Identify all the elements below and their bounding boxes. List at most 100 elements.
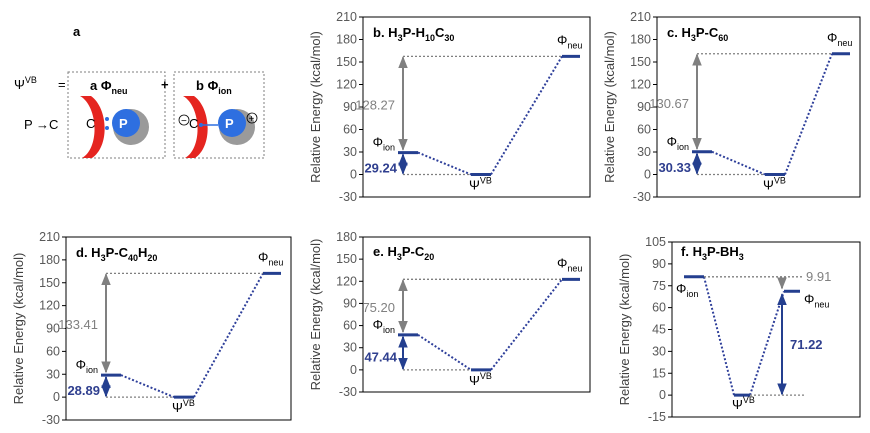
carbon-label-ionic: C bbox=[189, 116, 198, 131]
y-tick-label: 0 bbox=[350, 168, 357, 182]
panel-title: f. H3P-BH3 bbox=[681, 244, 744, 262]
connector-ion-vb bbox=[703, 276, 735, 396]
minus-charge-icon bbox=[178, 114, 190, 126]
coef-b-phi-ion: b Φion bbox=[196, 78, 232, 96]
plot-frame bbox=[362, 16, 591, 198]
carbon-surface-neutral bbox=[80, 96, 105, 158]
y-tick-label: 210 bbox=[39, 230, 60, 244]
y-tick-label: 30 bbox=[652, 344, 666, 358]
connector-ion-vb bbox=[417, 151, 472, 176]
y-tick-label: -30 bbox=[339, 385, 357, 399]
y-tick-label: -30 bbox=[633, 190, 651, 204]
y-tick-label: 150 bbox=[336, 252, 357, 266]
connector-vb-neu bbox=[193, 272, 264, 398]
neu-value: 71.22 bbox=[790, 337, 823, 352]
y-tick-label: 0 bbox=[644, 168, 651, 182]
connector-vb-neu bbox=[490, 55, 563, 176]
ion-value: 29.24 bbox=[364, 161, 397, 176]
bond-label: P →C bbox=[24, 117, 58, 132]
y-tick-label: 45 bbox=[652, 323, 666, 337]
psi-vb-label: ΨVB bbox=[469, 176, 492, 193]
phi-neu-label: Φneu bbox=[557, 255, 582, 273]
y-tick-label: 180 bbox=[336, 230, 357, 244]
phi-ion-label: Φion bbox=[373, 317, 395, 335]
plus-charge-icon bbox=[246, 112, 258, 124]
ion-value: 47.44 bbox=[364, 349, 397, 364]
y-tick-label: 210 bbox=[336, 10, 357, 24]
y-tick-label: 180 bbox=[630, 33, 651, 47]
connector-ion-vb bbox=[120, 374, 175, 399]
panel-c-chart: -30 0 30 60 90 120 150 180 210 Relative Energy (k… bbox=[602, 10, 861, 204]
phosphorus-label-neutral: P bbox=[119, 116, 128, 131]
y-axis-label: Relative Energy (kcal/mol) bbox=[617, 254, 632, 406]
carbon-label-neutral: C bbox=[86, 116, 95, 131]
gap-value: 133.41 bbox=[58, 317, 98, 332]
panel-title: e. H3P-C20 bbox=[373, 244, 434, 262]
plot-frame bbox=[362, 236, 591, 393]
phosphorus-label-ionic: P bbox=[225, 116, 234, 131]
y-tick-label: 120 bbox=[39, 299, 60, 313]
y-tick-label: -30 bbox=[42, 413, 60, 427]
psi-vb-label: ΨVB bbox=[469, 371, 492, 388]
panel-a-schematic: a ΨVB = a Φneu + b Φion P →C C P − C P + bbox=[14, 24, 265, 159]
panel-title: c. H3P-C60 bbox=[667, 25, 728, 43]
y-tick-label: 0 bbox=[53, 390, 60, 404]
electron-dot bbox=[105, 117, 109, 121]
carbon-surface-ionic bbox=[183, 96, 208, 158]
psi-vb-label: ΨVB bbox=[172, 398, 195, 415]
y-tick-label: 75 bbox=[652, 279, 666, 293]
y-tick-label: 90 bbox=[343, 296, 357, 310]
gap-value: 9.91 bbox=[806, 269, 831, 284]
y-tick-label: 30 bbox=[343, 341, 357, 355]
ion-value: 30.33 bbox=[658, 160, 691, 175]
phi-ion-label: Φion bbox=[373, 135, 395, 153]
y-tick-label: 30 bbox=[343, 145, 357, 159]
y-tick-label: 90 bbox=[46, 322, 60, 336]
y-tick-label: 0 bbox=[350, 363, 357, 377]
panel-a-label: a bbox=[73, 24, 81, 39]
gap-value: 75.20 bbox=[362, 300, 395, 315]
connector-vb-neu bbox=[490, 278, 563, 371]
y-tick-label: 0 bbox=[659, 388, 666, 402]
y-tick-label: 180 bbox=[39, 253, 60, 267]
y-tick-label: 90 bbox=[343, 100, 357, 114]
psi-vb-symbol: ΨVB bbox=[14, 75, 37, 92]
connector-ion-vb bbox=[417, 334, 472, 371]
y-tick-label: 30 bbox=[637, 145, 651, 159]
panel-f-chart: -15 0 15 30 45 60 75 90 105 Relative Energy (kcal… bbox=[617, 235, 861, 424]
y-tick-label: 60 bbox=[637, 123, 651, 137]
y-tick-label: 150 bbox=[336, 55, 357, 69]
plus-operator: + bbox=[161, 77, 169, 92]
plot-frame bbox=[671, 241, 861, 418]
panel-title: b. H3P-H10C30 bbox=[373, 25, 454, 43]
ionic-structure-box bbox=[173, 71, 265, 159]
electron-dot bbox=[105, 126, 109, 130]
y-tick-label: 150 bbox=[630, 55, 651, 69]
panel-title: d. H3P-C40H20 bbox=[76, 245, 157, 263]
gap-value: 130.67 bbox=[649, 96, 689, 111]
psi-vb-label: ΨVB bbox=[732, 395, 755, 412]
y-tick-label: 210 bbox=[630, 10, 651, 24]
y-tick-label: 120 bbox=[336, 78, 357, 92]
connector-vb-neu bbox=[749, 290, 785, 396]
y-tick-label: 180 bbox=[336, 33, 357, 47]
y-tick-label: -30 bbox=[339, 190, 357, 204]
plus-charge-sign: + bbox=[249, 114, 255, 125]
y-tick-label: 15 bbox=[652, 366, 666, 380]
phi-neu-label: Φneu bbox=[804, 291, 829, 309]
y-tick-label: 30 bbox=[46, 367, 60, 381]
phi-neu-label: Φneu bbox=[827, 30, 852, 48]
y-tick-label: 60 bbox=[46, 344, 60, 358]
y-tick-label: 105 bbox=[645, 235, 666, 249]
y-tick-label: 120 bbox=[630, 78, 651, 92]
y-tick-label: 90 bbox=[637, 100, 651, 114]
phi-neu-label: Φneu bbox=[557, 32, 582, 50]
psi-vb-label: ΨVB bbox=[763, 176, 786, 193]
y-tick-label: 120 bbox=[336, 274, 357, 288]
panel-b-chart: -30 0 30 60 90 120 150 180 210 Relative Energy (k… bbox=[308, 10, 591, 204]
y-axis-label: Relative Energy (kcal/mol) bbox=[308, 31, 323, 183]
panel-e-chart: -30 0 30 60 90 120 150 180 Relative Energy (kcal… bbox=[308, 230, 591, 399]
neutral-structure-box bbox=[67, 71, 166, 159]
